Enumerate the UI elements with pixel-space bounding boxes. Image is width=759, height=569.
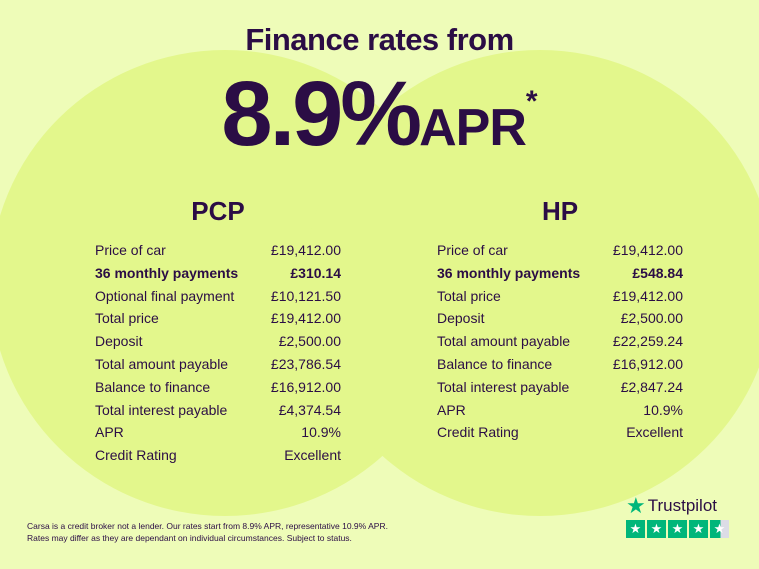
row-value: £2,500.00 xyxy=(278,333,341,350)
row-value: 10.9% xyxy=(301,424,341,441)
row-value: £2,847.24 xyxy=(620,378,683,395)
table-row: Price of car £19,412.00 xyxy=(95,239,341,262)
trustpilot-badge: ★ Trustpilot ★ ★ ★ ★ ★ xyxy=(626,493,729,538)
table-row: Balance to finance £16,912.00 xyxy=(95,376,341,399)
row-value: £22,259.24 xyxy=(612,333,683,350)
row-value: Excellent xyxy=(626,424,683,441)
table-row: Total amount payable £22,259.24 xyxy=(437,330,683,353)
trustpilot-name: Trustpilot xyxy=(647,496,718,515)
table-row: Price of car £19,412.00 xyxy=(437,239,683,262)
row-label: Price of car xyxy=(437,242,508,258)
table-row: Optional final payment £10,121.50 xyxy=(95,285,341,308)
row-label: Total interest payable xyxy=(95,401,228,418)
row-value: £10,121.50 xyxy=(270,287,341,304)
row-value: £2,500.00 xyxy=(620,310,683,327)
table-row: Balance to finance £16,912.00 xyxy=(437,353,683,376)
row-label: Total interest payable xyxy=(437,378,570,395)
row-value: £19,412.00 xyxy=(612,242,683,258)
row-value: £310.14 xyxy=(290,264,341,281)
star-icon: ★ xyxy=(668,520,687,538)
row-value: £548.84 xyxy=(632,264,683,281)
table-row: Total interest payable £2,847.24 xyxy=(437,376,683,399)
row-label: Deposit xyxy=(95,333,143,350)
row-label: Balance to finance xyxy=(437,355,553,372)
table-row: Deposit £2,500.00 xyxy=(437,307,683,330)
row-label: Credit Rating xyxy=(95,447,177,464)
row-label: APR xyxy=(95,424,124,441)
star-icon: ★ xyxy=(647,520,666,538)
disclaimer: Carsa is a credit broker not a lender. O… xyxy=(27,520,388,544)
asterisk: * xyxy=(525,85,538,118)
row-value: £19,412.00 xyxy=(270,310,341,327)
table-row: Total price £19,412.00 xyxy=(95,307,341,330)
disclaimer-line-2: Rates may differ as they are dependant o… xyxy=(27,533,352,543)
row-label: Total price xyxy=(95,310,159,327)
table-row: APR 10.9% xyxy=(95,421,341,444)
row-label: Balance to finance xyxy=(95,378,211,395)
hp-title: HP xyxy=(541,196,579,226)
table-row: Total interest payable £4,374.54 xyxy=(95,399,341,422)
star-icon: ★ xyxy=(626,520,645,538)
row-value: £19,412.00 xyxy=(270,242,341,258)
star-icon: ★ xyxy=(710,520,729,538)
table-row: 36 monthly payments £548.84 xyxy=(437,262,683,285)
table-row: Total price £19,412.00 xyxy=(437,285,683,308)
rate-value: 8.9% xyxy=(221,63,422,165)
row-label: Total amount payable xyxy=(437,333,571,350)
row-value: £19,412.00 xyxy=(612,287,683,304)
pcp-title: PCP xyxy=(191,196,245,226)
row-label: 36 monthly payments xyxy=(437,264,581,281)
hp-table: HP Price of car £19,412.00 36 monthly payme… xyxy=(437,196,683,444)
row-label: APR xyxy=(437,401,466,418)
row-label: Total amount payable xyxy=(95,355,229,372)
headline: Finance rates from xyxy=(245,22,514,57)
trustpilot-star-icon: ★ xyxy=(626,493,646,518)
table-row: 36 monthly payments £310.14 xyxy=(95,262,341,285)
table-row: Total amount payable £23,786.54 xyxy=(95,353,341,376)
row-label: Total price xyxy=(437,287,501,304)
right-circle-decoration xyxy=(305,50,759,516)
table-row: Credit Rating Excellent xyxy=(95,444,341,467)
table-row: APR 10.9% xyxy=(437,399,683,422)
table-row: Credit Rating Excellent xyxy=(437,421,683,444)
row-label: Deposit xyxy=(437,310,485,327)
trustpilot-rating: ★ ★ ★ ★ ★ xyxy=(626,520,729,538)
headline-rate: 8.9%APR* xyxy=(0,62,759,167)
row-value: £23,786.54 xyxy=(270,355,341,372)
row-value: £4,374.54 xyxy=(278,401,341,418)
row-value: £16,912.00 xyxy=(270,378,341,395)
disclaimer-line-1: Carsa is a credit broker not a lender. O… xyxy=(27,521,388,531)
row-label: Credit Rating xyxy=(437,424,519,441)
row-value: £16,912.00 xyxy=(612,355,683,372)
row-value: Excellent xyxy=(284,447,341,464)
row-label: Price of car xyxy=(95,242,166,258)
table-row: Deposit £2,500.00 xyxy=(95,330,341,353)
apr-label: APR xyxy=(419,99,527,157)
star-icon: ★ xyxy=(689,520,708,538)
row-value: 10.9% xyxy=(643,401,683,418)
row-label: 36 monthly payments xyxy=(95,264,239,281)
pcp-table: PCP Price of car £19,412.00 36 monthly paym… xyxy=(95,196,341,467)
row-label: Optional final payment xyxy=(95,287,235,304)
